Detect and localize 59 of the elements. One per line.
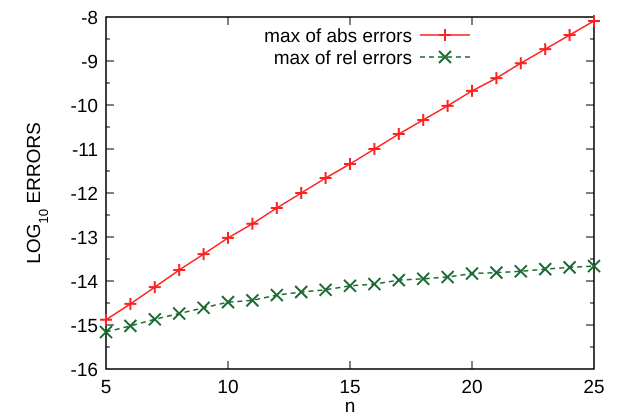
point bbox=[489, 71, 504, 86]
point bbox=[562, 28, 577, 42]
point bbox=[245, 293, 260, 308]
x-axis-title: n bbox=[344, 396, 356, 417]
point bbox=[343, 156, 357, 171]
point bbox=[416, 272, 430, 286]
point bbox=[123, 318, 138, 333]
point bbox=[440, 270, 455, 284]
point bbox=[392, 127, 406, 142]
point bbox=[318, 282, 333, 297]
x-tick-label: 20 bbox=[461, 377, 483, 398]
point bbox=[440, 98, 455, 113]
point bbox=[99, 312, 113, 327]
point bbox=[538, 42, 552, 56]
point bbox=[123, 296, 138, 311]
point bbox=[562, 260, 577, 274]
y-tick-label: -8 bbox=[81, 8, 98, 29]
point bbox=[538, 262, 552, 276]
point bbox=[465, 266, 479, 281]
point bbox=[221, 295, 235, 310]
point bbox=[587, 259, 601, 274]
point bbox=[270, 288, 284, 302]
point bbox=[587, 14, 601, 28]
x-tick-label: 10 bbox=[217, 377, 239, 398]
y-tick-label: -9 bbox=[81, 52, 98, 73]
y-tick-label: -12 bbox=[70, 184, 98, 205]
point bbox=[367, 277, 382, 292]
point bbox=[148, 280, 162, 294]
point bbox=[514, 264, 528, 278]
point bbox=[294, 186, 308, 200]
point bbox=[514, 56, 528, 70]
point bbox=[245, 216, 260, 231]
point bbox=[270, 200, 284, 215]
point bbox=[221, 230, 235, 245]
y-tick-label: -16 bbox=[70, 360, 98, 381]
point bbox=[172, 263, 186, 277]
y-tick-label: -11 bbox=[72, 140, 98, 161]
point bbox=[196, 300, 211, 315]
point bbox=[99, 325, 113, 340]
point bbox=[294, 285, 308, 299]
y-tick-label: -10 bbox=[70, 96, 98, 117]
point bbox=[416, 112, 430, 127]
point bbox=[343, 278, 357, 293]
point bbox=[196, 247, 211, 262]
x-tick-label: 25 bbox=[583, 377, 605, 398]
y-tick-label: -14 bbox=[70, 272, 98, 293]
point bbox=[489, 266, 504, 280]
y-tick-label: -13 bbox=[70, 228, 98, 249]
x-tick-label: 15 bbox=[339, 377, 361, 398]
legend-label: max of abs errors bbox=[264, 26, 412, 47]
legend-label: max of rel errors bbox=[274, 48, 412, 69]
point bbox=[465, 84, 479, 98]
point bbox=[367, 142, 382, 156]
point bbox=[148, 312, 162, 326]
point bbox=[318, 171, 333, 186]
point bbox=[392, 273, 406, 288]
x-tick-label: 5 bbox=[100, 377, 112, 398]
y-tick-label: -15 bbox=[70, 316, 98, 337]
point bbox=[172, 306, 186, 321]
